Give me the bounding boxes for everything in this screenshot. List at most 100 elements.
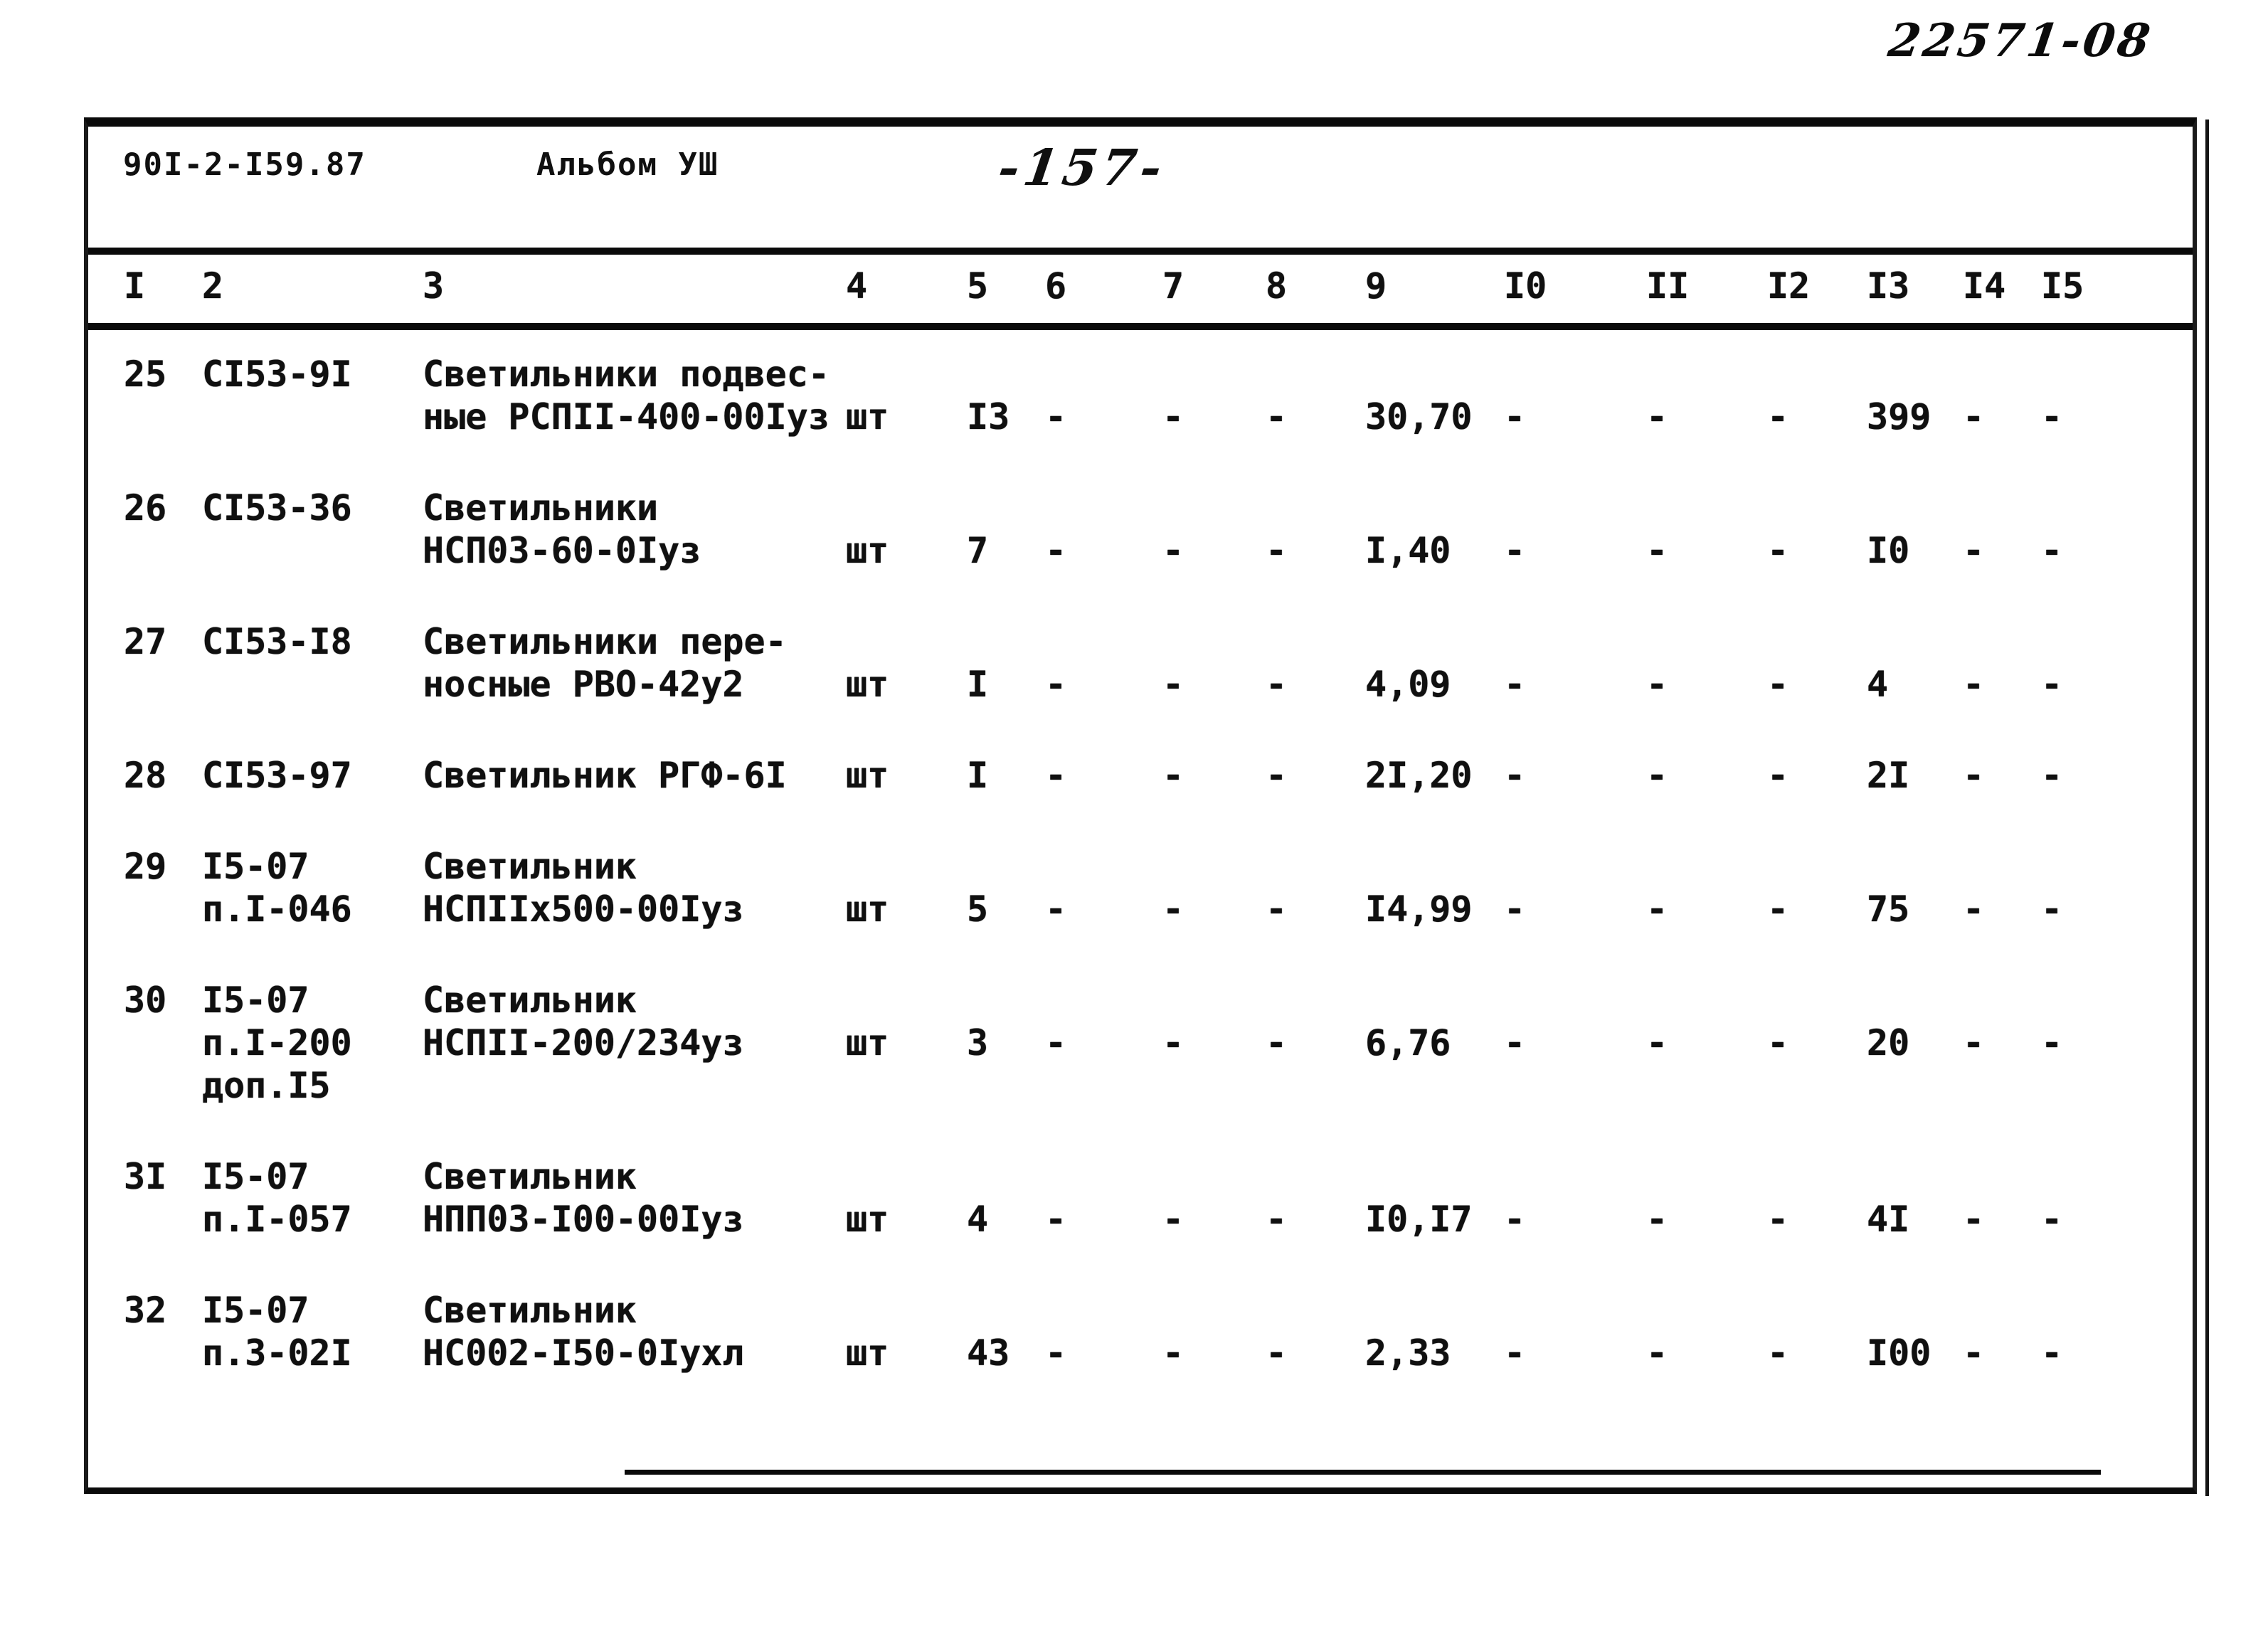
cell-col11: - xyxy=(1646,889,1668,930)
cell-col11: - xyxy=(1646,530,1668,571)
cell-col14: - xyxy=(1963,889,1985,930)
cell-col6: - xyxy=(1045,530,1067,571)
cell-total: 20 xyxy=(1867,1022,1910,1064)
cell-position-number: 3I xyxy=(124,1156,167,1197)
cell-col14: - xyxy=(1963,664,1985,705)
column-header-2: 2 xyxy=(202,265,224,307)
cell-col8: - xyxy=(1266,1199,1288,1240)
column-header-3: 3 xyxy=(423,265,445,307)
cell-document-code: I5-07 п.I-200 доп.I5 xyxy=(202,980,352,1106)
cell-item-name: Светильник НПП03-I00-00Iуз xyxy=(423,1156,744,1240)
table-header: I 2 3 4 5 6 7 8 9 I0 II I2 I3 I4 I5 xyxy=(88,248,2193,330)
cell-position-number: 30 xyxy=(124,980,167,1021)
cell-col12: - xyxy=(1767,396,1789,437)
column-header-10: I0 xyxy=(1504,265,1547,307)
cell-col12: - xyxy=(1767,755,1789,796)
cell-col14: - xyxy=(1963,1332,1985,1374)
cell-col11: - xyxy=(1646,664,1668,705)
cell-position-number: 28 xyxy=(124,755,167,796)
cell-col8: - xyxy=(1266,889,1288,930)
album-label: Альбом УШ xyxy=(536,147,719,183)
cell-total: I00 xyxy=(1867,1332,1931,1374)
cell-price: 30,70 xyxy=(1365,396,1473,437)
column-header-6: 6 xyxy=(1045,265,1067,307)
cell-col14: - xyxy=(1963,396,1985,437)
cell-col7: - xyxy=(1162,1022,1185,1064)
table-row: 25 СI53-9I Светильники подвес- ные РСПII-4… xyxy=(88,353,2193,438)
table-row: 32 I5-07 п.3-02I Светильник НС002-I50-0Iух… xyxy=(88,1289,2193,1374)
cell-col10: - xyxy=(1504,396,1526,437)
cell-quantity: I xyxy=(967,755,989,796)
cell-col6: - xyxy=(1045,755,1067,796)
column-header-8: 8 xyxy=(1266,265,1288,307)
cell-col6: - xyxy=(1045,1199,1067,1240)
cell-price: I4,99 xyxy=(1365,889,1473,930)
cell-col7: - xyxy=(1162,664,1185,705)
column-header-14: I4 xyxy=(1963,265,2006,307)
cell-item-name: Светильник НСПIIх500-00Iуз xyxy=(423,846,744,930)
cell-col7: - xyxy=(1162,396,1185,437)
cell-quantity: 3 xyxy=(967,1022,989,1064)
cell-unit: шт xyxy=(846,530,889,571)
cell-col12: - xyxy=(1767,1022,1789,1064)
cell-col8: - xyxy=(1266,1332,1288,1374)
cell-col10: - xyxy=(1504,1332,1526,1374)
cell-unit: шт xyxy=(846,889,889,930)
cell-position-number: 32 xyxy=(124,1290,167,1331)
cell-col15: - xyxy=(2041,755,2063,796)
cell-col10: - xyxy=(1504,1022,1526,1064)
cell-document-code: СI53-I8 xyxy=(202,621,352,662)
cell-col12: - xyxy=(1767,1332,1789,1374)
scan-bottom-line xyxy=(625,1470,2101,1475)
table-row: 27 СI53-I8 Светильники пере- носные РВО-42… xyxy=(88,620,2193,706)
column-header-15: I5 xyxy=(2041,265,2084,307)
document-frame: 90I-2-I59.87 Альбом УШ -157- I 2 3 4 5 6 7 8 9 I0… xyxy=(84,117,2197,1494)
document-header: 90I-2-I59.87 Альбом УШ -157- xyxy=(88,138,2193,198)
cell-item-name: Светильник НСПII-200/234уз xyxy=(423,980,744,1064)
cell-col15: - xyxy=(2041,889,2063,930)
cell-unit: шт xyxy=(846,755,889,796)
cell-col8: - xyxy=(1266,1022,1288,1064)
cell-quantity: 4 xyxy=(967,1199,989,1240)
table-row: 29 I5-07 п.I-046 Светильник НСПIIх500-00Iу… xyxy=(88,845,2193,930)
cell-item-name: Светильники НСП03-60-0Iуз xyxy=(423,487,701,571)
document-number: 90I-2-I59.87 xyxy=(123,147,366,183)
cell-unit: шт xyxy=(846,396,889,437)
cell-col15: - xyxy=(2041,396,2063,437)
cell-col12: - xyxy=(1767,530,1789,571)
cell-unit: шт xyxy=(846,1332,889,1374)
cell-col10: - xyxy=(1504,530,1526,571)
cell-item-name: Светильники пере- носные РВО-42у2 xyxy=(423,621,787,705)
cell-col14: - xyxy=(1963,1022,1985,1064)
cell-position-number: 29 xyxy=(124,846,167,887)
cell-col10: - xyxy=(1504,755,1526,796)
table-row: 30 I5-07 п.I-200 доп.I5 Светильник НСПII-2… xyxy=(88,979,2193,1107)
cell-col7: - xyxy=(1162,1199,1185,1240)
cell-col15: - xyxy=(2041,1199,2063,1240)
column-header-11: II xyxy=(1646,265,1690,307)
table-header-row: I 2 3 4 5 6 7 8 9 I0 II I2 I3 I4 I5 xyxy=(88,265,2193,307)
cell-col11: - xyxy=(1646,1199,1668,1240)
cell-document-code: I5-07 п.3-02I xyxy=(202,1290,352,1374)
cell-col12: - xyxy=(1767,1199,1789,1240)
cell-price: 4,09 xyxy=(1365,664,1451,705)
table-row: 26 СI53-36 Светильники НСП03-60-0Iуз шт 7 - - -… xyxy=(88,487,2193,572)
cell-col11: - xyxy=(1646,1332,1668,1374)
cell-total: 4 xyxy=(1867,664,1889,705)
cell-col8: - xyxy=(1266,396,1288,437)
cell-col6: - xyxy=(1045,889,1067,930)
cell-col15: - xyxy=(2041,1022,2063,1064)
cell-col14: - xyxy=(1963,755,1985,796)
cell-col6: - xyxy=(1045,664,1067,705)
cell-item-name: Светильник НС002-I50-0Iухл xyxy=(423,1290,744,1374)
table-row: 28 СI53-97 Светильник РГФ-6I шт I - - -2I,20- - -… xyxy=(88,754,2193,797)
cell-col14: - xyxy=(1963,530,1985,571)
cell-quantity: 7 xyxy=(967,530,989,571)
cell-col8: - xyxy=(1266,664,1288,705)
column-header-4: 4 xyxy=(846,265,868,307)
cell-quantity: 5 xyxy=(967,889,989,930)
cell-col6: - xyxy=(1045,1332,1067,1374)
table-row: 3I I5-07 п.I-057 Светильник НПП03-I00-00Iу… xyxy=(88,1155,2193,1241)
cell-col11: - xyxy=(1646,755,1668,796)
cell-col6: - xyxy=(1045,1022,1067,1064)
